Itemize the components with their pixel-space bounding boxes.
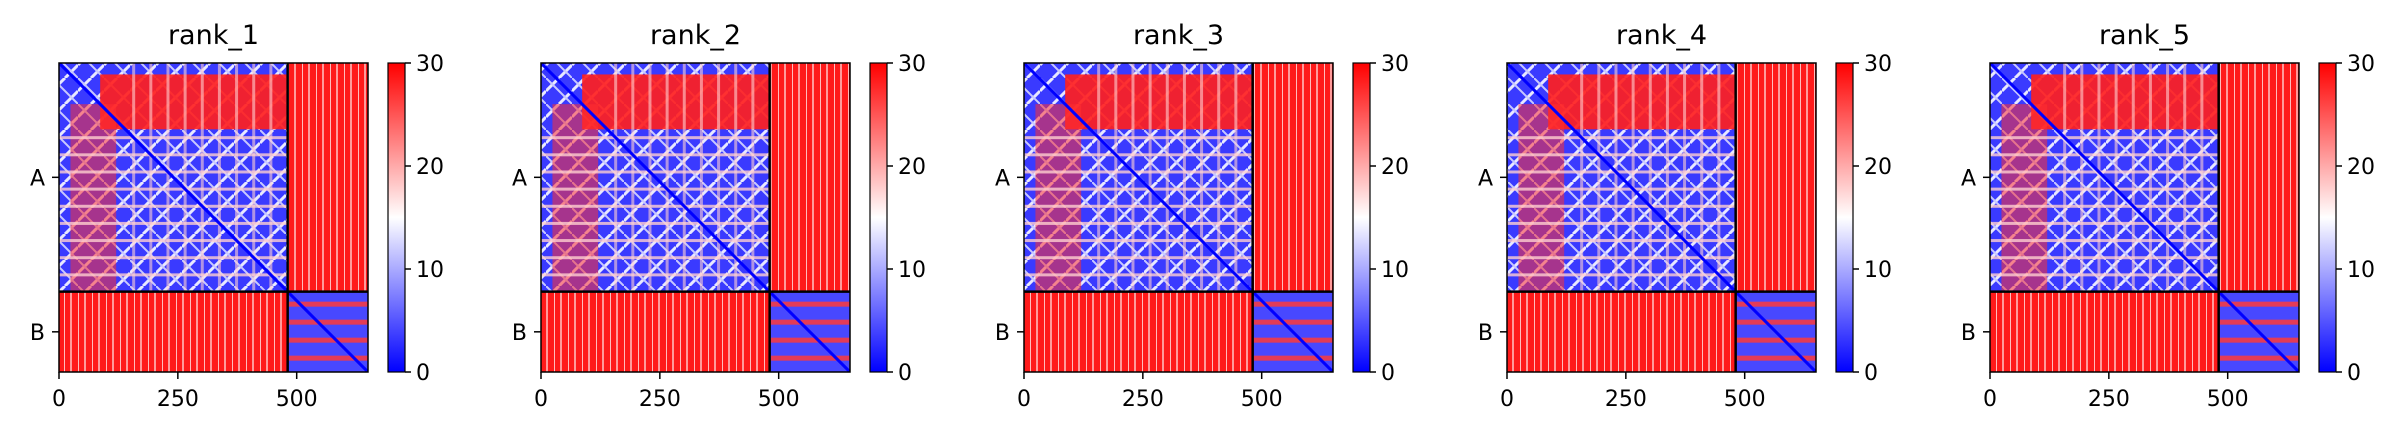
plot-frame: [1506, 62, 1817, 373]
colorbar-tick-label: 20: [1381, 155, 1409, 180]
colorbar-tick-label: 20: [898, 155, 926, 180]
colorbar-tick-label: 10: [898, 258, 926, 283]
x-tick-label: 0: [52, 387, 66, 412]
panel-title: rank_5: [2099, 20, 2190, 51]
block-A-B: [769, 63, 850, 292]
chain-label: B: [30, 321, 45, 346]
colorbar-tick-label: 0: [2347, 361, 2361, 386]
chain-label: B: [1961, 321, 1976, 346]
panel-title: rank_4: [1616, 20, 1707, 51]
plot-frame: [1023, 62, 1334, 373]
colorbar-tick-label: 10: [2347, 258, 2375, 283]
block-B-B: [1734, 290, 1816, 372]
colorbar-tick-label: 30: [1864, 52, 1892, 77]
x-tick-label: 0: [534, 387, 548, 412]
x-tick-label: 0: [1983, 387, 1997, 412]
x-tick-label: 250: [639, 387, 681, 412]
block-A-A: [541, 63, 771, 293]
x-tick-label: 500: [1241, 387, 1283, 412]
block-B-A: [1024, 291, 1253, 372]
colorbar-tick-label: 10: [416, 258, 444, 283]
plot-frame: [1989, 62, 2300, 373]
colorbar: 0 10 20 30: [1835, 52, 1892, 386]
colorbar-tick-label: 30: [1381, 52, 1409, 77]
block-A-B: [1735, 63, 1816, 292]
plot-frame: [58, 62, 369, 373]
block-A-A: [59, 63, 289, 293]
block-B-A: [59, 291, 288, 372]
block-A-B: [2218, 63, 2299, 292]
colorbar-tick-label: 30: [2347, 52, 2375, 77]
panel-title: rank_1: [168, 20, 259, 51]
colorbar: 0 10 20 30: [1352, 52, 1409, 386]
block-A-B: [1252, 63, 1333, 292]
colorbar-tick-label: 10: [1381, 258, 1409, 283]
block-B-A: [1507, 291, 1736, 372]
x-tick-label: 250: [1122, 387, 1164, 412]
heatmap-panel-4: rank_4 A B 0 250 500 0 10 20 30: [1478, 20, 1892, 412]
colorbar-tick-label: 0: [898, 361, 912, 386]
panel-title: rank_3: [1133, 20, 1224, 51]
colorbar-tick-label: 20: [416, 155, 444, 180]
colorbar: 0 10 20 30: [869, 52, 926, 386]
x-tick-label: 0: [1017, 387, 1031, 412]
x-tick-label: 250: [1605, 387, 1647, 412]
block-A-A: [1024, 63, 1254, 293]
chain-label: A: [30, 166, 45, 191]
plot-frame: [540, 62, 851, 373]
colorbar-tick-label: 20: [2347, 155, 2375, 180]
block-B-B: [2217, 290, 2299, 372]
heatmap-panel-3: rank_3 A B 0 250 500 0 10 20 30: [995, 20, 1409, 412]
x-tick-label: 0: [1500, 387, 1514, 412]
x-tick-label: 500: [276, 387, 318, 412]
block-A-B: [287, 63, 368, 292]
heatmap-panel-5: rank_5 A B 0 250 500 0 10 20 30: [1961, 20, 2375, 412]
colorbar-tick-label: 0: [1381, 361, 1395, 386]
x-tick-label: 250: [2088, 387, 2130, 412]
heatmap-panel-2: rank_2 A B 0 250 500 0 10 20 30: [512, 20, 926, 412]
colorbar-tick-label: 10: [1864, 258, 1892, 283]
block-B-B: [1251, 290, 1333, 372]
x-tick-label: 500: [758, 387, 800, 412]
block-A-A: [1507, 63, 1737, 293]
block-B-A: [541, 291, 770, 372]
x-tick-label: 500: [1724, 387, 1766, 412]
chain-label: B: [512, 321, 527, 346]
colorbar-tick-label: 20: [1864, 155, 1892, 180]
x-tick-label: 500: [2207, 387, 2249, 412]
colorbar: 0 10 20 30: [387, 52, 444, 386]
heatmap-panel-1: rank_1 A B 0 250 500 0 10 20 30: [30, 20, 444, 412]
x-tick-label: 250: [157, 387, 199, 412]
chain-label: A: [995, 166, 1010, 191]
block-B-B: [286, 290, 368, 372]
block-A-A: [1990, 63, 2220, 293]
block-B-B: [768, 290, 850, 372]
chain-label: A: [1478, 166, 1493, 191]
colorbar-tick-label: 30: [416, 52, 444, 77]
chain-label: A: [512, 166, 527, 191]
colorbar-tick-label: 0: [416, 361, 430, 386]
colorbar: 0 10 20 30: [2318, 52, 2375, 386]
chain-label: A: [1961, 166, 1976, 191]
chain-label: B: [995, 321, 1010, 346]
colorbar-tick-label: 30: [898, 52, 926, 77]
block-B-A: [1990, 291, 2219, 372]
colorbar-tick-label: 0: [1864, 361, 1878, 386]
panel-title: rank_2: [650, 20, 741, 51]
chain-label: B: [1478, 321, 1493, 346]
